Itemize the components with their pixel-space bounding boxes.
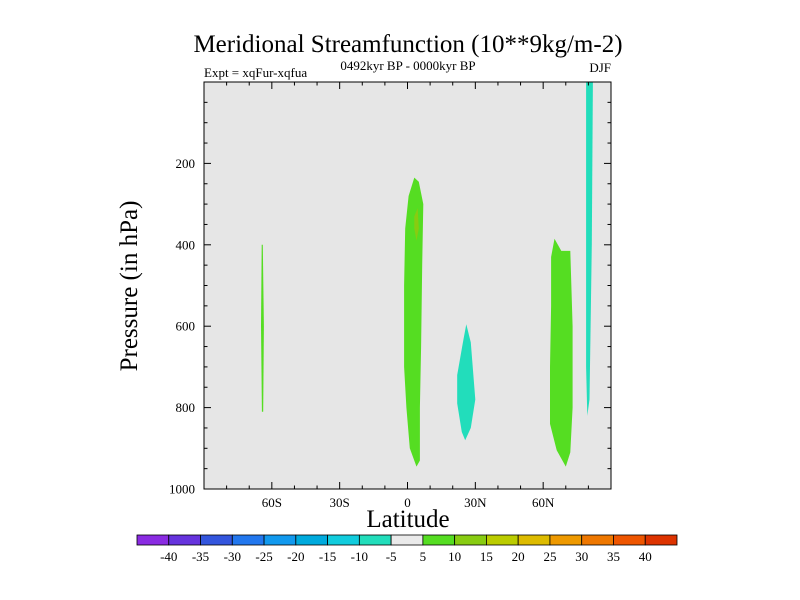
colorbar-swatch (390, 534, 424, 546)
colorbar-swatch (327, 534, 360, 546)
colorbar-swatch (581, 534, 614, 546)
x-tick-label: 60S (262, 495, 282, 510)
y-tick-label: 400 (176, 237, 196, 252)
experiment-label: Expt = xqFur-xqfua (204, 65, 307, 80)
y-tick-label: 1000 (169, 482, 195, 497)
plot-area (203, 81, 612, 490)
colorbar-swatch (168, 534, 201, 546)
colorbar-swatch (136, 534, 170, 546)
y-tick-label: 600 (176, 319, 196, 334)
y-tick-label: 200 (176, 156, 196, 171)
colorbar-label: 30 (575, 549, 588, 564)
x-tick-label: 30S (330, 495, 350, 510)
colorbar-swatch (263, 534, 297, 546)
colorbar-swatch (486, 534, 519, 546)
y-tick-label: 800 (176, 400, 196, 415)
x-tick-label: 30N (464, 495, 487, 510)
x-tick-label: 60N (532, 495, 555, 510)
cell-20n-negative (457, 324, 476, 441)
colorbar: -40 -35 -30 -25 -20 -15 -10 -5 5 10 15 20 25 30 35 40 (136, 534, 678, 564)
colorbar-label: 20 (512, 549, 525, 564)
cell-equator-core (414, 208, 419, 241)
colorbar-swatch (231, 534, 265, 546)
colorbar-label: -10 (351, 549, 368, 564)
cell-60n-positive (550, 238, 573, 467)
colorbar-label: 35 (607, 549, 620, 564)
colorbar-label: 5 (420, 549, 427, 564)
colorbar-label: 40 (639, 549, 652, 564)
colorbar-label: -30 (224, 549, 241, 564)
chart-subtitle: 0492kyr BP - 0000kyr BP (340, 58, 475, 73)
x-tick-label: 0 (404, 495, 411, 510)
x-axis-label: Latitude (366, 506, 449, 533)
colorbar-swatch (422, 534, 456, 546)
colorbar-label: -5 (386, 549, 397, 564)
colorbar-swatch (644, 534, 678, 546)
colorbar-label: -35 (192, 549, 209, 564)
colorbar-label: 15 (480, 549, 493, 564)
colorbar-label: 10 (448, 549, 461, 564)
colorbar-swatch (549, 534, 583, 546)
cell-equator-positive (404, 177, 424, 467)
colorbar-label: 25 (543, 549, 556, 564)
axis-ticks: 60S 30S 0 30N 60N 200 400 600 800 1000 (169, 82, 611, 510)
colorbar-label: -20 (287, 549, 304, 564)
colorbar-label: -15 (319, 549, 336, 564)
colorbar-label: -40 (160, 549, 177, 564)
colorbar-swatch (517, 534, 551, 546)
colorbar-swatch (613, 534, 646, 546)
cell-80n-negative (586, 82, 593, 416)
season-label: DJF (589, 60, 611, 75)
chart-title: Meridional Streamfunction (10**9kg/m-2) (193, 31, 622, 58)
y-axis-label: Pressure (in hPa) (116, 201, 143, 372)
cell-60s-positive (261, 244, 264, 412)
colorbar-swatch (358, 534, 392, 546)
colorbar-swatch (454, 534, 487, 546)
colorbar-swatch (295, 534, 328, 546)
colorbar-label: -25 (255, 549, 272, 564)
colorbar-swatch (200, 534, 233, 546)
